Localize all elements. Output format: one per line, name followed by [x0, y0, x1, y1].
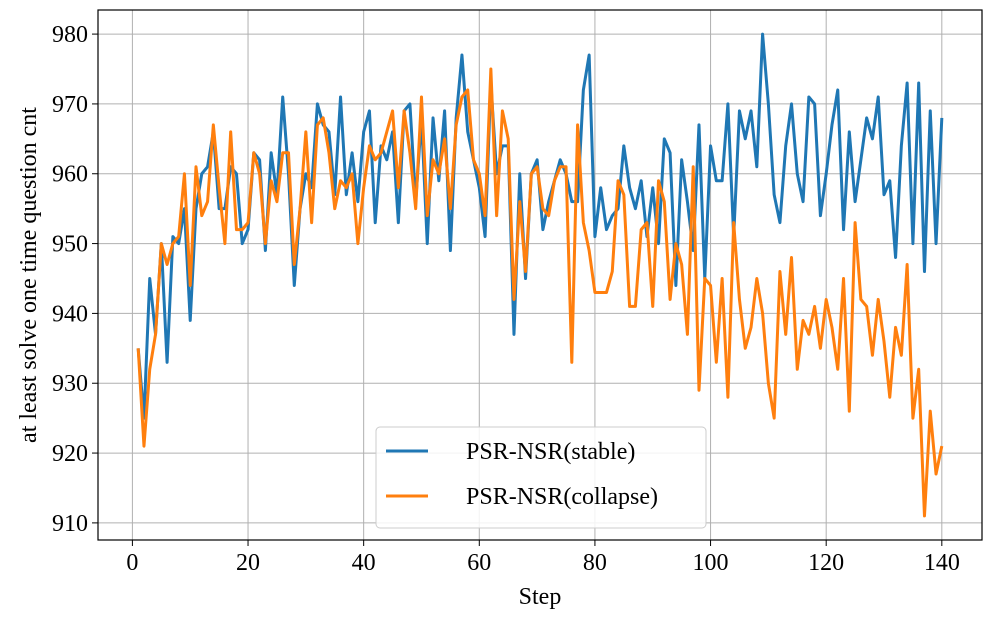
x-tick-label: 60	[467, 550, 491, 576]
y-tick-label: 980	[52, 22, 88, 48]
x-tick-label: 120	[808, 550, 844, 576]
x-tick-label: 80	[583, 550, 607, 576]
y-tick-label: 970	[52, 92, 88, 118]
legend-box	[375, 426, 707, 529]
y-tick-label: 920	[52, 441, 88, 467]
y-tick-label: 940	[52, 301, 88, 327]
legend-label: PSR-NSR(collapse)	[466, 484, 658, 510]
x-tick-label: 100	[693, 550, 729, 576]
legend-label: PSR-NSR(stable)	[466, 439, 635, 465]
series-line	[136, 67, 944, 518]
plot-frame	[97, 9, 983, 541]
series-line	[136, 32, 944, 420]
x-tick-label: 40	[352, 550, 376, 576]
x-tick-label: 140	[924, 550, 960, 576]
x-axis-label: Step	[519, 584, 562, 610]
x-tick-label: 0	[126, 550, 138, 576]
y-tick-label: 910	[52, 511, 88, 537]
y-axis-label: at least solve one time question cnt	[16, 107, 42, 443]
x-tick-label: 20	[236, 550, 260, 576]
y-tick-label: 960	[52, 162, 88, 188]
y-tick-label: 950	[52, 232, 88, 258]
y-tick-label: 930	[52, 371, 88, 397]
